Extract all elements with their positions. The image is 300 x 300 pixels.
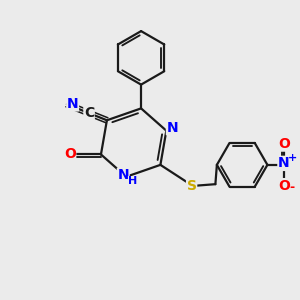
Text: O: O [64,148,76,161]
Text: -: - [290,181,295,194]
Text: N: N [117,168,129,182]
Text: N: N [278,156,290,170]
Text: N: N [167,121,178,135]
Text: H: H [128,176,137,186]
Text: C: C [84,106,94,120]
Text: S: S [187,179,196,193]
Text: O: O [278,137,290,151]
Text: N: N [67,97,78,111]
Text: O: O [278,179,290,193]
Text: +: + [287,153,297,163]
